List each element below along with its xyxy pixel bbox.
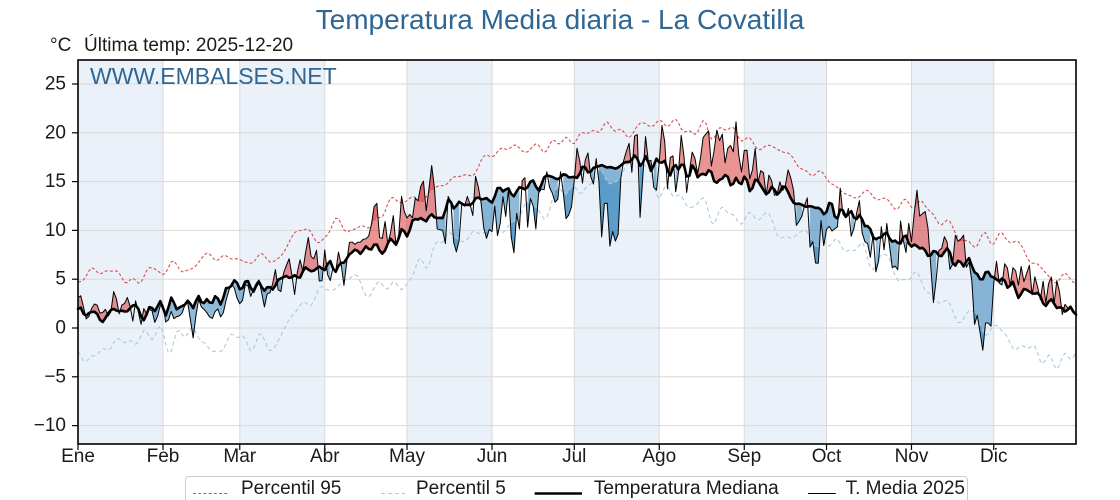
svg-text:5: 5 [55, 269, 66, 290]
svg-text:Abr: Abr [310, 446, 340, 467]
svg-text:Sep: Sep [727, 446, 761, 467]
svg-text:Mar: Mar [223, 446, 256, 467]
svg-text:Feb: Feb [147, 446, 180, 467]
svg-text:−5: −5 [44, 366, 66, 387]
svg-text:WWW.EMBALSES.NET: WWW.EMBALSES.NET [90, 63, 337, 89]
svg-text:0: 0 [55, 318, 66, 339]
svg-text:Jul: Jul [562, 446, 586, 467]
svg-text:25: 25 [45, 74, 66, 95]
svg-text:Oct: Oct [812, 446, 842, 467]
svg-text:10: 10 [45, 220, 66, 241]
svg-text:Ago: Ago [642, 446, 676, 467]
svg-text:Dic: Dic [980, 446, 1007, 467]
svg-text:Ene: Ene [61, 446, 95, 467]
svg-text:Jun: Jun [477, 446, 508, 467]
svg-text:20: 20 [45, 122, 66, 143]
svg-text:−10: −10 [34, 415, 66, 436]
svg-text:Nov: Nov [895, 446, 929, 467]
svg-text:15: 15 [45, 171, 66, 192]
svg-text:May: May [389, 446, 425, 467]
